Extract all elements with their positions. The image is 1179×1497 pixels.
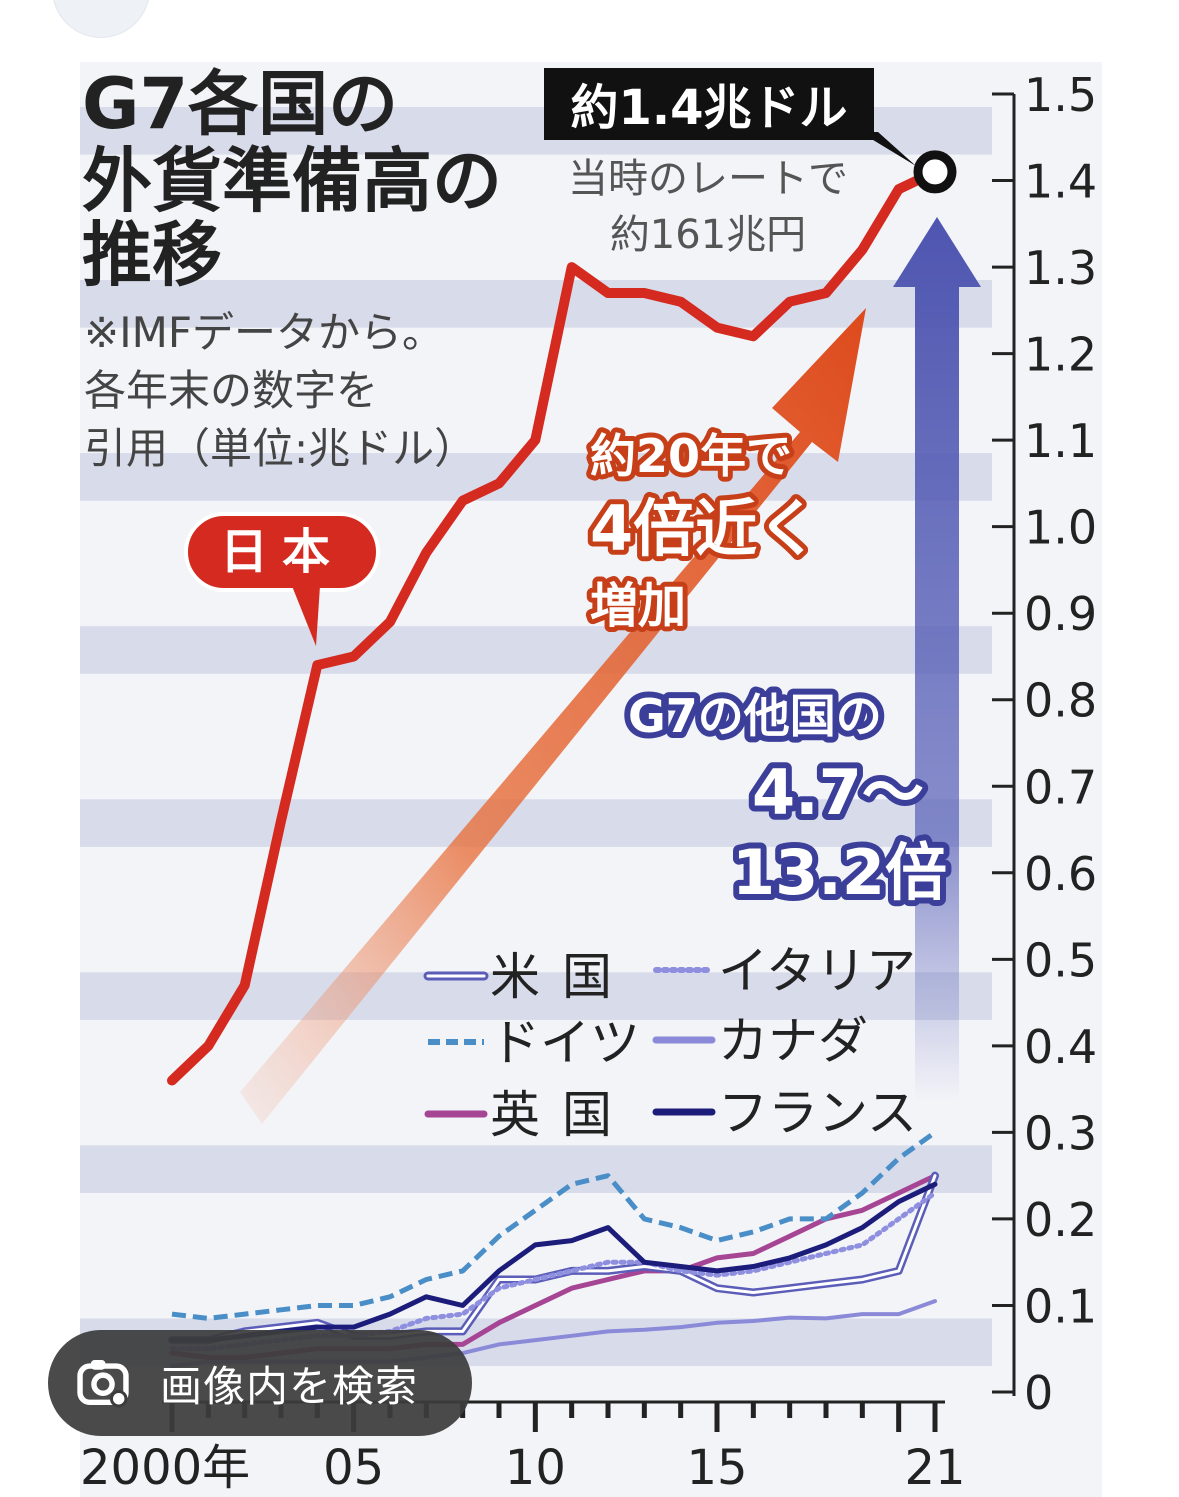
y-tick-label: 0.3 (1024, 1106, 1097, 1160)
search-in-image-button[interactable]: 画像内を検索 (48, 1330, 472, 1436)
chart-title-line: 外貨準備高の (82, 140, 502, 222)
series-line-france (169, 1181, 938, 1343)
y-tick-label: 0.4 (1024, 1020, 1097, 1074)
orange-annotation-line: 増加 (590, 578, 686, 634)
peak-label-box (544, 68, 874, 140)
chart-note-line: 引用（単位:兆ドル） (84, 424, 476, 473)
top-bar (0, 0, 1179, 62)
orange-annotation-line: 約20年で (590, 429, 792, 483)
search-in-image-label: 画像内を検索 (160, 1361, 419, 1411)
x-tick-label: 05 (323, 1440, 384, 1496)
chart-note-line: ※IMFデータから。 (84, 308, 444, 357)
x-tick-label: 21 (904, 1440, 965, 1496)
grid-band (80, 453, 992, 501)
y-tick-label: 0 (1024, 1366, 1053, 1420)
japan-label-pointer (292, 586, 320, 646)
legend-label-uk: 英国 (490, 1086, 634, 1144)
series-line-japan (167, 166, 940, 1086)
y-tick-label: 0.1 (1024, 1279, 1097, 1333)
legend-label-us: 米国 (490, 948, 634, 1006)
grid-band (80, 626, 992, 674)
orange-annotation-line: 4倍近く (590, 492, 819, 565)
chart-title-line: 推移 (82, 214, 222, 296)
y-tick-label: 1.2 (1024, 328, 1097, 382)
chart-note-line: 各年末の数字を (84, 366, 378, 415)
chart: 0 0.1 0.2 0.3 0.4 0.5 0.6 0.7 0.8 0.9 1.0 1.1 1.2 1.3… (80, 62, 1102, 1497)
legend-label-france: フランス (718, 1084, 917, 1142)
peak-label-pointer (860, 132, 916, 166)
peak-marker (913, 150, 957, 194)
grid-band (80, 1145, 992, 1193)
y-tick-label: 0.7 (1024, 760, 1097, 814)
y-tick-label: 1.0 (1024, 501, 1097, 555)
x-tick-label: 15 (686, 1440, 747, 1496)
y-tick-label: 1.1 (1024, 414, 1097, 468)
orange-arrow (240, 308, 866, 1124)
y-tick-label: 0.2 (1024, 1193, 1097, 1247)
x-tick-label: 10 (505, 1440, 566, 1496)
blue-annotation-line: 13.2倍 (732, 836, 947, 909)
blue-arrow (893, 217, 981, 1102)
blue-annotation-line: G7の他国の (628, 689, 882, 743)
japan-label-bubble (184, 512, 380, 592)
peak-sub-line: 当時のレートで (568, 156, 848, 202)
japan-label: 日本 (220, 524, 344, 580)
legend-label-germany: ドイツ (490, 1014, 640, 1072)
peak-sub-line: 約161兆円 (610, 212, 806, 258)
legend-label-canada: カナダ (718, 1012, 868, 1070)
series-line-germany (171, 1130, 937, 1321)
y-tick-label: 0.9 (1024, 587, 1097, 641)
y-tick-label: 1.4 (1024, 155, 1097, 209)
chart-title-line: G7各国の (82, 63, 398, 145)
x-tick-label: 2000年 (80, 1440, 250, 1496)
lens-icon (77, 1360, 129, 1408)
y-tick-label: 0.5 (1024, 933, 1097, 987)
avatar (52, 0, 150, 38)
y-tick-label: 0.8 (1024, 674, 1097, 728)
legend-label-italy: イタリア (718, 942, 916, 1000)
y-tick-label: 0.6 (1024, 847, 1097, 901)
grid-band (80, 280, 992, 328)
blue-annotation-line: 4.7～ (752, 756, 924, 829)
peak-label: 約1.4兆ドル (570, 80, 847, 136)
y-tick-label: 1.3 (1024, 241, 1097, 295)
grid-band (80, 799, 992, 847)
y-tick-label: 1.5 (1024, 68, 1097, 122)
